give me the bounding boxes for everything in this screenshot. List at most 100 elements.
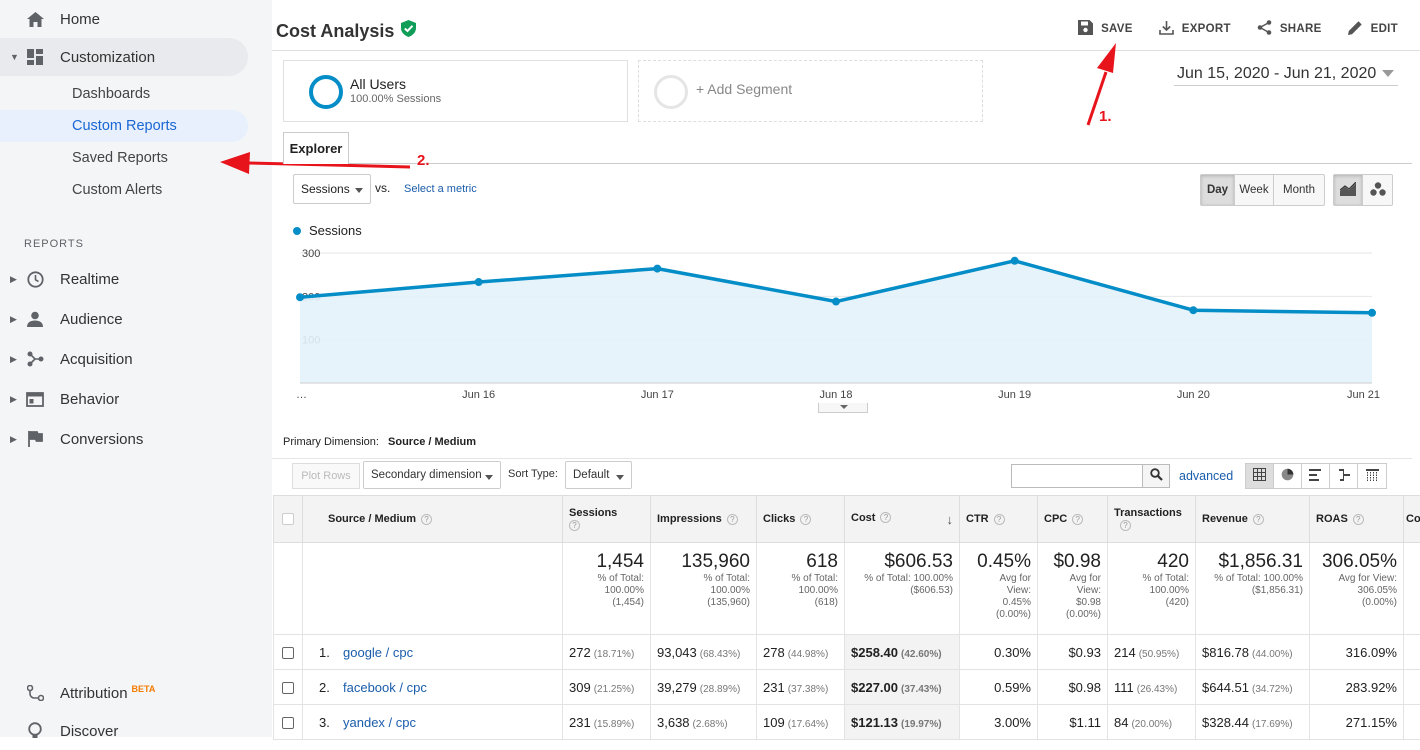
chevron-down-icon — [616, 475, 624, 480]
nav-conversions[interactable]: ▶ Conversions — [0, 420, 248, 458]
col-source-medium[interactable]: Source / Medium? — [303, 496, 563, 543]
metric-select-value: Sessions — [301, 182, 350, 196]
total-roas: 306.05%Avg for View:306.05%(0.00%) — [1310, 543, 1404, 635]
month-button[interactable]: Month — [1274, 175, 1324, 205]
motion-chart-button[interactable] — [1363, 175, 1392, 205]
row-checkbox[interactable] — [282, 647, 294, 659]
row-cost: $121.13(19.97%) — [845, 705, 960, 740]
col-clicks[interactable]: Clicks? — [757, 496, 845, 543]
sidebar: Home ▼ Customization Dashboards Custom R… — [0, 0, 272, 737]
col-ctr[interactable]: CTR? — [960, 496, 1038, 543]
caret-right-icon: ▶ — [10, 274, 17, 285]
nav-customization[interactable]: ▼ Customization — [0, 38, 248, 76]
chart-collapse-handle[interactable] — [818, 403, 868, 413]
nav-audience[interactable]: ▶ Audience — [0, 300, 248, 338]
vs-label: vs. — [375, 181, 390, 195]
day-button[interactable]: Day — [1201, 175, 1235, 205]
help-icon[interactable]: ? — [994, 514, 1005, 525]
export-button[interactable]: EXPORT — [1159, 20, 1231, 38]
row-checkbox[interactable] — [282, 717, 294, 729]
row-index: 2. — [319, 680, 343, 695]
save-button[interactable]: SAVE — [1078, 20, 1133, 38]
select-metric-link[interactable]: Select a metric — [404, 183, 477, 195]
col-cost[interactable]: Cost?↓ — [845, 496, 960, 543]
col-revenue[interactable]: Revenue? — [1196, 496, 1310, 543]
table-search-input[interactable] — [1011, 464, 1143, 488]
nav-behavior[interactable]: ▶ Behavior — [0, 380, 248, 418]
col-transactions[interactable]: Transactions? — [1108, 496, 1196, 543]
segment-all-users[interactable]: All Users 100.00% Sessions — [283, 60, 628, 122]
comparison-view-button[interactable] — [1330, 464, 1358, 488]
help-icon[interactable]: ? — [421, 514, 432, 525]
performance-view-button[interactable] — [1302, 464, 1330, 488]
help-icon[interactable]: ? — [1120, 520, 1131, 531]
row-revenue: $328.44(17.69%) — [1196, 705, 1310, 740]
nav-saved-reports[interactable]: Saved Reports — [0, 142, 248, 174]
data-view-button[interactable] — [1246, 464, 1274, 488]
sessions-area — [300, 261, 1372, 383]
help-icon[interactable]: ? — [727, 514, 738, 525]
nav-custom-alerts[interactable]: Custom Alerts — [0, 174, 248, 206]
row-ctr: 0.30% — [960, 635, 1038, 670]
row-impressions: 3,638(2.68%) — [651, 705, 757, 740]
add-segment-button[interactable]: + Add Segment — [638, 60, 983, 122]
share-icon — [1257, 20, 1272, 38]
source-medium-link[interactable]: facebook / cpc — [343, 680, 427, 695]
source-medium-link[interactable]: yandex / cpc — [343, 715, 416, 730]
share-button[interactable]: SHARE — [1257, 20, 1322, 38]
week-button[interactable]: Week — [1235, 175, 1274, 205]
help-icon[interactable]: ? — [1353, 514, 1364, 525]
edit-button[interactable]: EDIT — [1348, 20, 1398, 38]
row-transactions: 214(50.95%) — [1108, 635, 1196, 670]
select-all-checkbox[interactable] — [282, 513, 294, 525]
percentage-view-button[interactable] — [1274, 464, 1302, 488]
help-icon[interactable]: ? — [800, 514, 811, 525]
secondary-dimension-select[interactable]: Secondary dimension — [363, 461, 501, 489]
tab-explorer[interactable]: Explorer — [283, 132, 349, 164]
row-clicks: 231(37.38%) — [757, 670, 845, 705]
data-point — [1368, 309, 1376, 317]
date-range-text: Jun 15, 2020 - Jun 21, 2020 — [1177, 65, 1376, 83]
row-cost: $258.40(42.60%) — [845, 635, 960, 670]
total-impressions: 135,960% of Total:100.00%(135,960) — [651, 543, 757, 635]
help-icon[interactable]: ? — [880, 512, 891, 523]
metric-select[interactable]: Sessions — [293, 174, 371, 204]
pivot-view-button[interactable] — [1358, 464, 1386, 488]
pie-chart-icon — [1281, 468, 1294, 484]
help-icon[interactable]: ? — [1253, 514, 1264, 525]
plot-rows-button[interactable]: Plot Rows — [292, 463, 360, 489]
nav-home[interactable]: Home — [0, 0, 248, 38]
advanced-filter-link[interactable]: advanced — [1179, 469, 1233, 483]
secondary-dimension-value: Secondary dimension — [371, 469, 482, 481]
sort-type-select[interactable]: Default — [565, 461, 632, 489]
search-button[interactable] — [1142, 464, 1170, 488]
source-medium-link[interactable]: google / cpc — [343, 645, 413, 660]
help-icon[interactable]: ? — [569, 520, 580, 531]
nav-discover[interactable]: Discover — [0, 712, 248, 750]
col-impressions[interactable]: Impressions? — [651, 496, 757, 543]
col-extra[interactable]: Co — [1404, 496, 1420, 543]
row-clicks: 109(17.64%) — [757, 705, 845, 740]
row-sessions: 309(21.25%) — [563, 670, 651, 705]
date-range-picker[interactable]: Jun 15, 2020 - Jun 21, 2020 — [1174, 62, 1398, 86]
nav-dashboards[interactable]: Dashboards — [0, 78, 248, 110]
person-icon — [26, 310, 44, 328]
line-chart-button[interactable] — [1334, 175, 1363, 205]
col-sessions[interactable]: Sessions? — [563, 496, 651, 543]
row-cost: $227.00(37.43%) — [845, 670, 960, 705]
sort-type-label: Sort Type: — [508, 468, 558, 480]
col-cpc[interactable]: CPC? — [1038, 496, 1108, 543]
caret-down-icon: ▼ — [10, 52, 19, 62]
x-tick-label: … — [296, 389, 307, 401]
primary-dimension-label: Primary Dimension: — [283, 436, 379, 448]
nav-realtime[interactable]: ▶ Realtime — [0, 260, 248, 298]
nav-custom-reports[interactable]: Custom Reports — [0, 110, 248, 142]
col-roas[interactable]: ROAS? — [1310, 496, 1404, 543]
y-tick-label: 300 — [302, 248, 320, 260]
primary-dimension-value[interactable]: Source / Medium — [388, 436, 476, 448]
nav-acquisition[interactable]: ▶ Acquisition — [0, 340, 248, 378]
help-icon[interactable]: ? — [1072, 514, 1083, 525]
row-checkbox[interactable] — [282, 682, 294, 694]
